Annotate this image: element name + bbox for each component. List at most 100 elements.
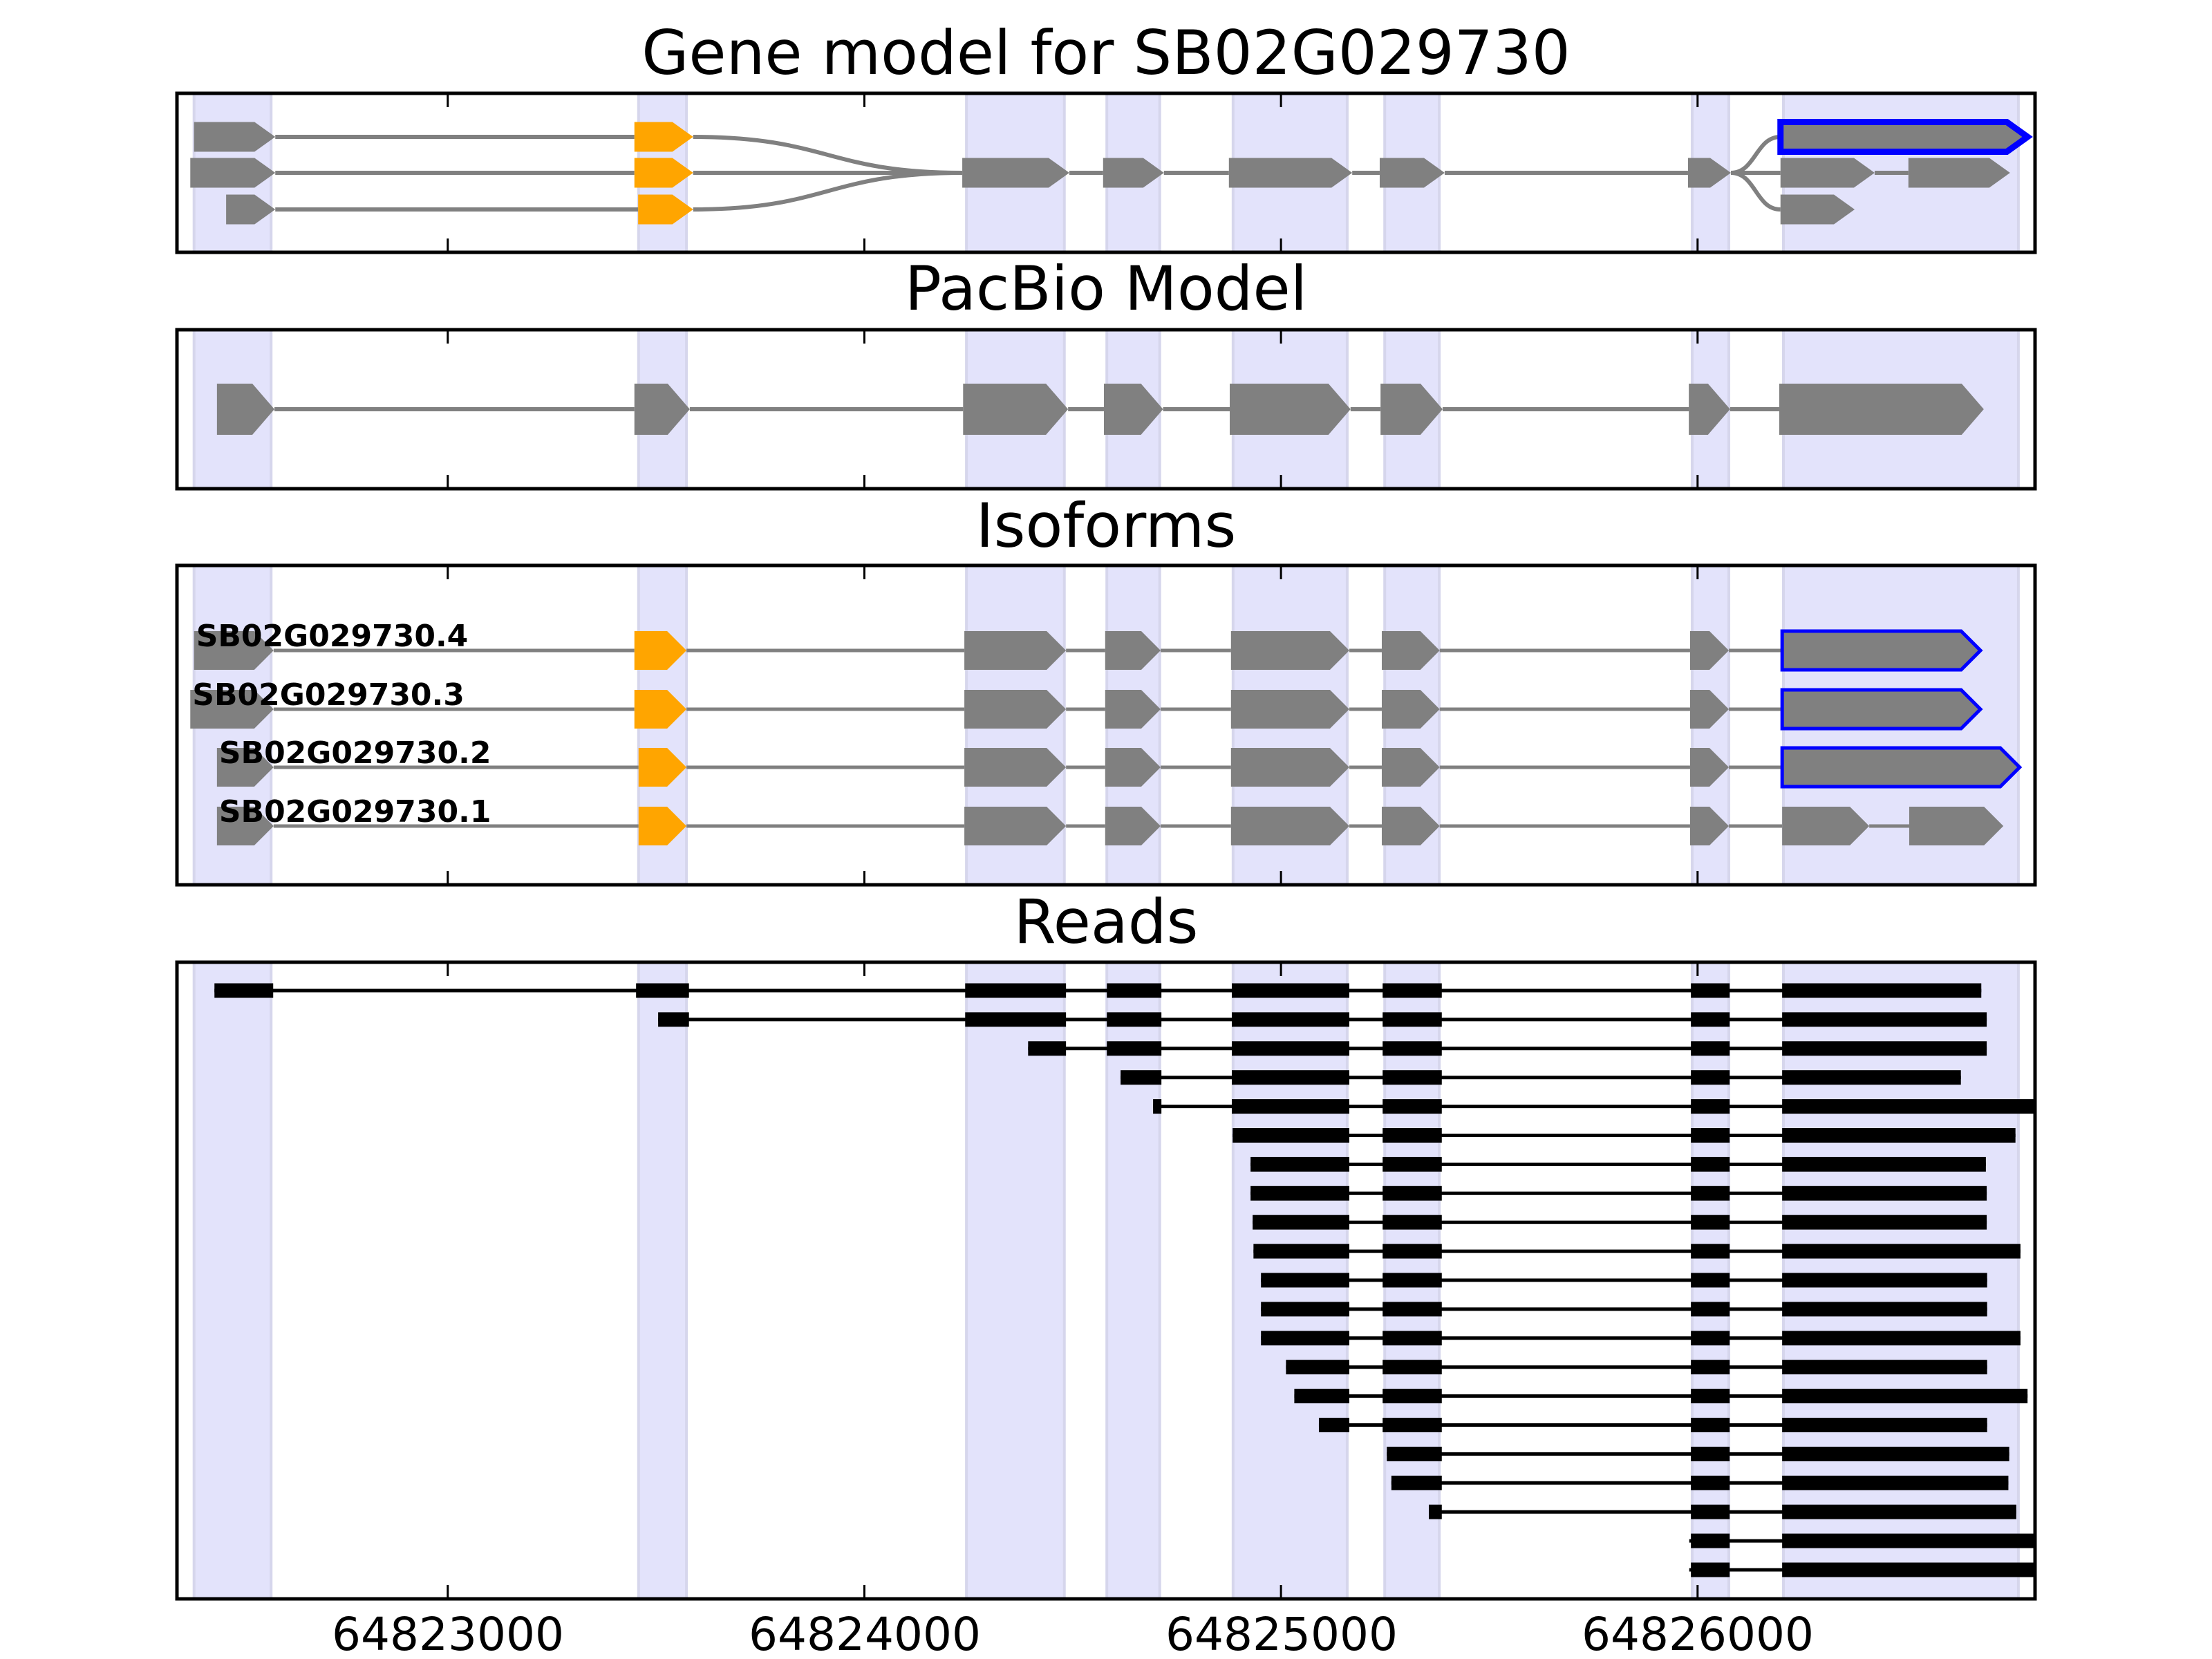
read: [1250, 1156, 1986, 1172]
read-block: [1691, 1562, 1730, 1577]
read-block: [1286, 1360, 1349, 1375]
exon: [1780, 158, 1875, 188]
exon-utr: [634, 631, 687, 670]
exon: [634, 384, 690, 435]
exon: [964, 748, 1067, 787]
exons: [216, 384, 1984, 435]
read-block: [965, 983, 1067, 998]
read: [214, 983, 1982, 998]
isoform-label: SB02G029730.3: [192, 677, 465, 713]
plot-content: [190, 629, 2023, 845]
isoform-labels: SB02G029730.4 SB02G029730.3 SB02G029730.…: [192, 619, 491, 830]
read-block: [1691, 1099, 1730, 1114]
read-block: [1782, 1273, 1987, 1288]
read-block: [1782, 1533, 2035, 1548]
panel-reads: [175, 960, 2037, 1601]
read-block: [1691, 1041, 1730, 1056]
x-tick-label: 64826000: [1582, 1608, 1814, 1659]
read-block: [1782, 1156, 1986, 1172]
read-block: [1382, 1070, 1442, 1085]
exon: [1381, 748, 1440, 787]
read-block: [1318, 1418, 1349, 1432]
read-block: [1382, 1302, 1442, 1317]
exon-band: [965, 961, 1066, 1600]
read: [1391, 1475, 2009, 1490]
exon: [1909, 807, 2004, 845]
read-block: [1782, 983, 1982, 998]
exon: [1105, 690, 1161, 729]
read-block: [214, 983, 274, 998]
exon: [1908, 158, 2010, 188]
x-ticks: [447, 962, 1699, 1599]
exon: [1230, 631, 1349, 670]
read-block: [1691, 1504, 1730, 1519]
panel-isoforms: [175, 563, 2037, 887]
exon: [190, 158, 276, 188]
exon: [1230, 748, 1349, 787]
read: [1250, 1185, 1987, 1201]
read-block: [1382, 1041, 1442, 1056]
panel-gene-model: [175, 91, 2037, 254]
read-block: [965, 1012, 1067, 1027]
exon-utr: [638, 748, 687, 787]
read: [1261, 1302, 1987, 1317]
exon: [216, 384, 275, 435]
read-block: [1691, 1128, 1730, 1143]
exon: [964, 690, 1067, 729]
read-block: [1691, 1156, 1730, 1172]
read-block: [1782, 1504, 2016, 1519]
read-block: [1121, 1070, 1162, 1085]
exon: [1228, 158, 1353, 188]
read-block: [1382, 1128, 1442, 1143]
read: [1286, 1360, 1987, 1375]
read-block: [1691, 1475, 1730, 1490]
exon-band: [1105, 961, 1161, 1600]
read: [1253, 1244, 2021, 1259]
x-ticks: [447, 565, 1699, 885]
read-block: [1153, 1099, 1162, 1114]
exon-selected: [1777, 119, 2033, 155]
exon: [1105, 748, 1161, 787]
exon: [1779, 384, 1984, 435]
read-block: [1382, 1244, 1442, 1259]
read-block: [1107, 983, 1162, 998]
exon: [1379, 158, 1445, 188]
exon: [226, 194, 276, 225]
read-block: [1782, 1418, 1987, 1432]
read-block: [1261, 1331, 1349, 1346]
read-block: [1782, 1562, 2035, 1577]
exon: [964, 631, 1067, 670]
exon: [190, 690, 274, 729]
panel-frame: [175, 328, 2037, 491]
panel-frame: [175, 563, 2037, 887]
exon: [1689, 748, 1730, 787]
exon-band: [192, 961, 273, 1600]
read-block: [1028, 1041, 1067, 1056]
read-block: [1691, 1273, 1730, 1288]
exon: [1381, 807, 1440, 845]
read-block: [1232, 1128, 1349, 1143]
exon: [216, 807, 274, 845]
exon: [1689, 631, 1730, 670]
plot-content: [190, 119, 2033, 225]
read-block: [1232, 1041, 1349, 1056]
read-block: [1782, 1215, 1987, 1230]
read-block: [1253, 1244, 1349, 1259]
introns: [275, 135, 1909, 212]
exon-band: [637, 961, 688, 1600]
exon: [194, 631, 274, 670]
read: [1232, 1128, 2016, 1143]
isoform-track: [190, 688, 1983, 731]
read-block: [1382, 1360, 1442, 1375]
isoform-track: [216, 746, 2023, 789]
x-tick-label: 64825000: [1165, 1608, 1398, 1659]
read-block: [1387, 1446, 1442, 1461]
read-block: [1691, 1446, 1730, 1461]
read-block: [1691, 1302, 1730, 1317]
x-tick-label: 64824000: [749, 1608, 981, 1659]
read: [1153, 1099, 2035, 1114]
panel-frame: [175, 91, 2037, 254]
read: [658, 1012, 1987, 1027]
read-block: [1782, 1185, 1987, 1201]
